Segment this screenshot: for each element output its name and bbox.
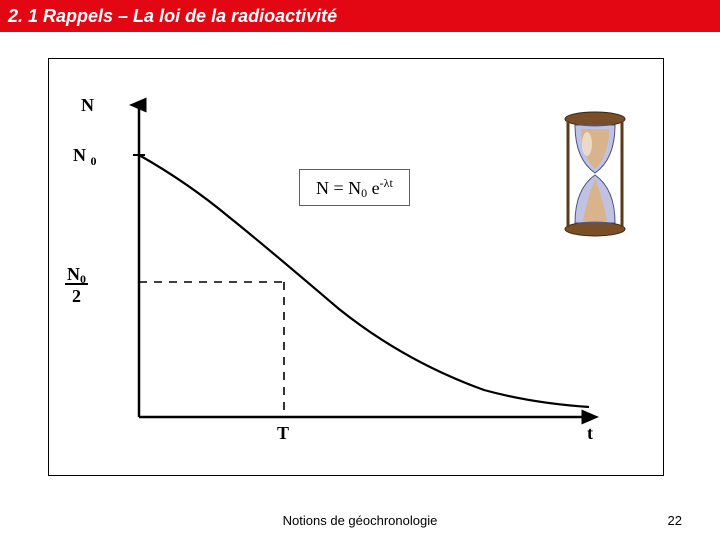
decay-formula: N = N0 e-λt	[299, 169, 410, 206]
chart-svg	[109, 97, 609, 447]
half-life-x-label: T	[277, 423, 289, 444]
page-number: 22	[668, 513, 682, 528]
x-axis-label: t	[587, 423, 593, 444]
n0-label: N 0	[73, 145, 97, 166]
main-frame: N N 0 N0 2 T t N = N0 e-λt	[48, 58, 664, 476]
footer-text: Notions de géochronologie	[0, 513, 720, 528]
header-title: 2. 1 Rappels – La loi de la radioactivit…	[8, 6, 337, 27]
decay-chart: N N 0 N0 2 T t	[109, 97, 609, 447]
header-bar: 2. 1 Rappels – La loi de la radioactivit…	[0, 0, 720, 32]
hourglass-icon	[555, 109, 635, 239]
y-axis-label: N	[81, 95, 94, 116]
half-label: N0 2	[65, 265, 88, 305]
